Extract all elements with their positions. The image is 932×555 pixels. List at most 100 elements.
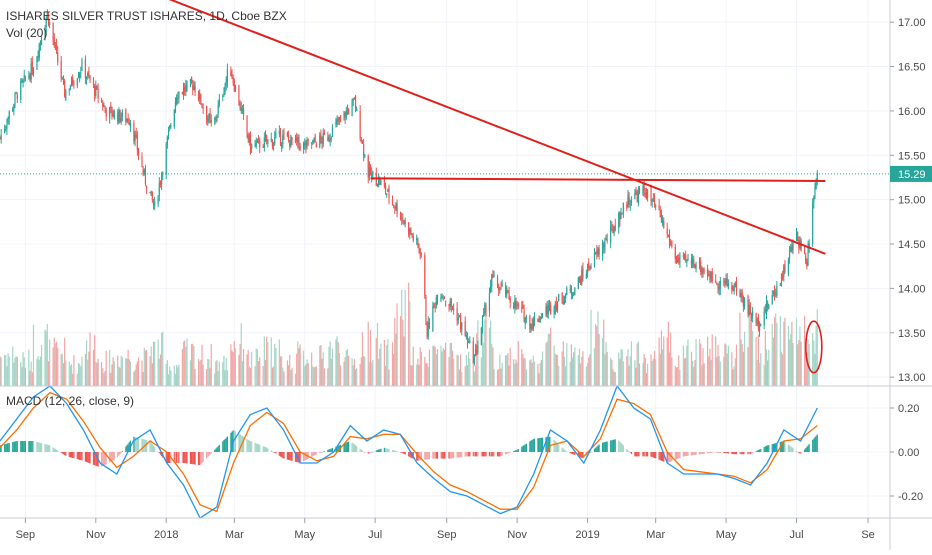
candle-body: [768, 304, 770, 310]
volume-bar: [39, 356, 42, 386]
macd-histogram-bar: [716, 452, 718, 453]
candle-body: [234, 86, 237, 91]
volume-bar: [371, 362, 373, 386]
macd-histogram-bar: [622, 445, 624, 452]
candle-body: [31, 61, 33, 74]
macd-histogram-bar: [202, 452, 204, 463]
volume-bar: [760, 353, 762, 386]
macd-histogram-bar: [642, 452, 644, 457]
volume-bar: [97, 358, 99, 386]
candle-body: [775, 293, 777, 295]
candle-body: [270, 138, 272, 141]
volume-bar: [718, 355, 720, 386]
macd-histogram-bar: [65, 452, 67, 456]
x-tick-label: Jul: [789, 529, 803, 541]
macd-histogram-bar: [566, 451, 568, 453]
candle-body: [298, 139, 300, 145]
macd-histogram-bar: [216, 447, 218, 452]
volume-bar: [79, 363, 81, 386]
macd-histogram-bar: [814, 437, 816, 452]
macd-histogram-bar: [275, 452, 277, 454]
macd-histogram-bar: [742, 452, 744, 455]
candle-body: [120, 117, 122, 122]
macd-histogram-bar: [747, 452, 749, 455]
volume-bar: [395, 333, 397, 386]
candle-body: [582, 268, 584, 278]
candle-body: [580, 277, 582, 285]
macd-histogram-bar: [441, 452, 443, 459]
macd-histogram-bar: [732, 452, 734, 455]
candle-body: [612, 225, 614, 234]
candle-body: [545, 306, 547, 314]
volume-bar: [554, 353, 556, 386]
volume-bar: [601, 338, 604, 386]
macd-histogram-bar: [450, 452, 452, 459]
macd-histogram-bar: [321, 452, 323, 453]
macd-histogram-bar: [485, 452, 487, 457]
volume-bar: [636, 343, 638, 386]
volume-bar: [24, 367, 26, 386]
x-tick-label: May: [716, 529, 737, 541]
candle-body: [55, 44, 58, 51]
volume-bar: [22, 352, 24, 386]
volume-bar: [302, 350, 305, 386]
volume-bar: [750, 315, 753, 386]
candle-body: [369, 165, 372, 176]
volume-bar: [111, 364, 113, 386]
candle-body: [515, 297, 517, 307]
macd-histogram-bar: [271, 451, 274, 452]
volume-bar: [306, 359, 308, 386]
macd-histogram-bar: [634, 452, 636, 457]
macd-histogram-bar: [394, 450, 396, 452]
volume-bar: [257, 361, 260, 386]
macd-histogram-bar: [756, 450, 758, 452]
candle-body: [111, 107, 113, 116]
volume-bar: [742, 351, 744, 386]
macd-histogram-bar: [469, 452, 471, 457]
volume-bar: [539, 363, 541, 386]
volume-bar: [732, 369, 734, 386]
macd-histogram-bar: [263, 446, 265, 452]
candle-body: [263, 137, 265, 149]
macd-histogram-bar: [376, 450, 379, 452]
candle-body: [387, 189, 389, 192]
candle-body: [95, 85, 97, 96]
volume-bar: [14, 357, 16, 386]
volume-bar: [338, 352, 340, 386]
volume-bar: [585, 366, 588, 386]
volume-bar: [637, 341, 639, 386]
volume-bar: [571, 357, 574, 386]
candle-body: [643, 184, 645, 191]
macd-histogram-bar: [368, 452, 370, 454]
macd-histogram-bar: [424, 452, 426, 460]
candle-body: [113, 110, 115, 119]
macd-histogram-bar: [760, 448, 762, 452]
macd-histogram-bar: [610, 440, 612, 452]
macd-histogram-bar: [150, 442, 152, 452]
macd-histogram-bar: [703, 452, 705, 454]
macd-histogram-bar: [483, 452, 485, 457]
candle-body: [222, 95, 224, 97]
volume-bar: [540, 359, 542, 386]
candle-body: [401, 217, 403, 220]
candle-body: [402, 219, 404, 222]
volume-bar: [286, 360, 289, 386]
macd-histogram-bar: [22, 441, 24, 452]
candle-body: [566, 288, 568, 296]
candle-body: [129, 122, 132, 128]
candle-body: [404, 220, 406, 224]
macd-histogram-bar: [499, 452, 501, 457]
macd-histogram-bar: [595, 447, 597, 452]
candle-body: [117, 112, 119, 122]
candle-body: [182, 87, 185, 96]
volume-bar: [53, 337, 55, 386]
volume-bar: [264, 360, 267, 386]
volume-bar: [646, 363, 649, 386]
volume-bar: [246, 354, 248, 386]
candle-body: [127, 117, 129, 123]
volume-bar: [143, 347, 145, 386]
candle-body: [432, 306, 434, 332]
macd-histogram-bar: [367, 452, 369, 454]
volume-bar: [792, 342, 794, 386]
macd-histogram-bar: [638, 452, 641, 457]
